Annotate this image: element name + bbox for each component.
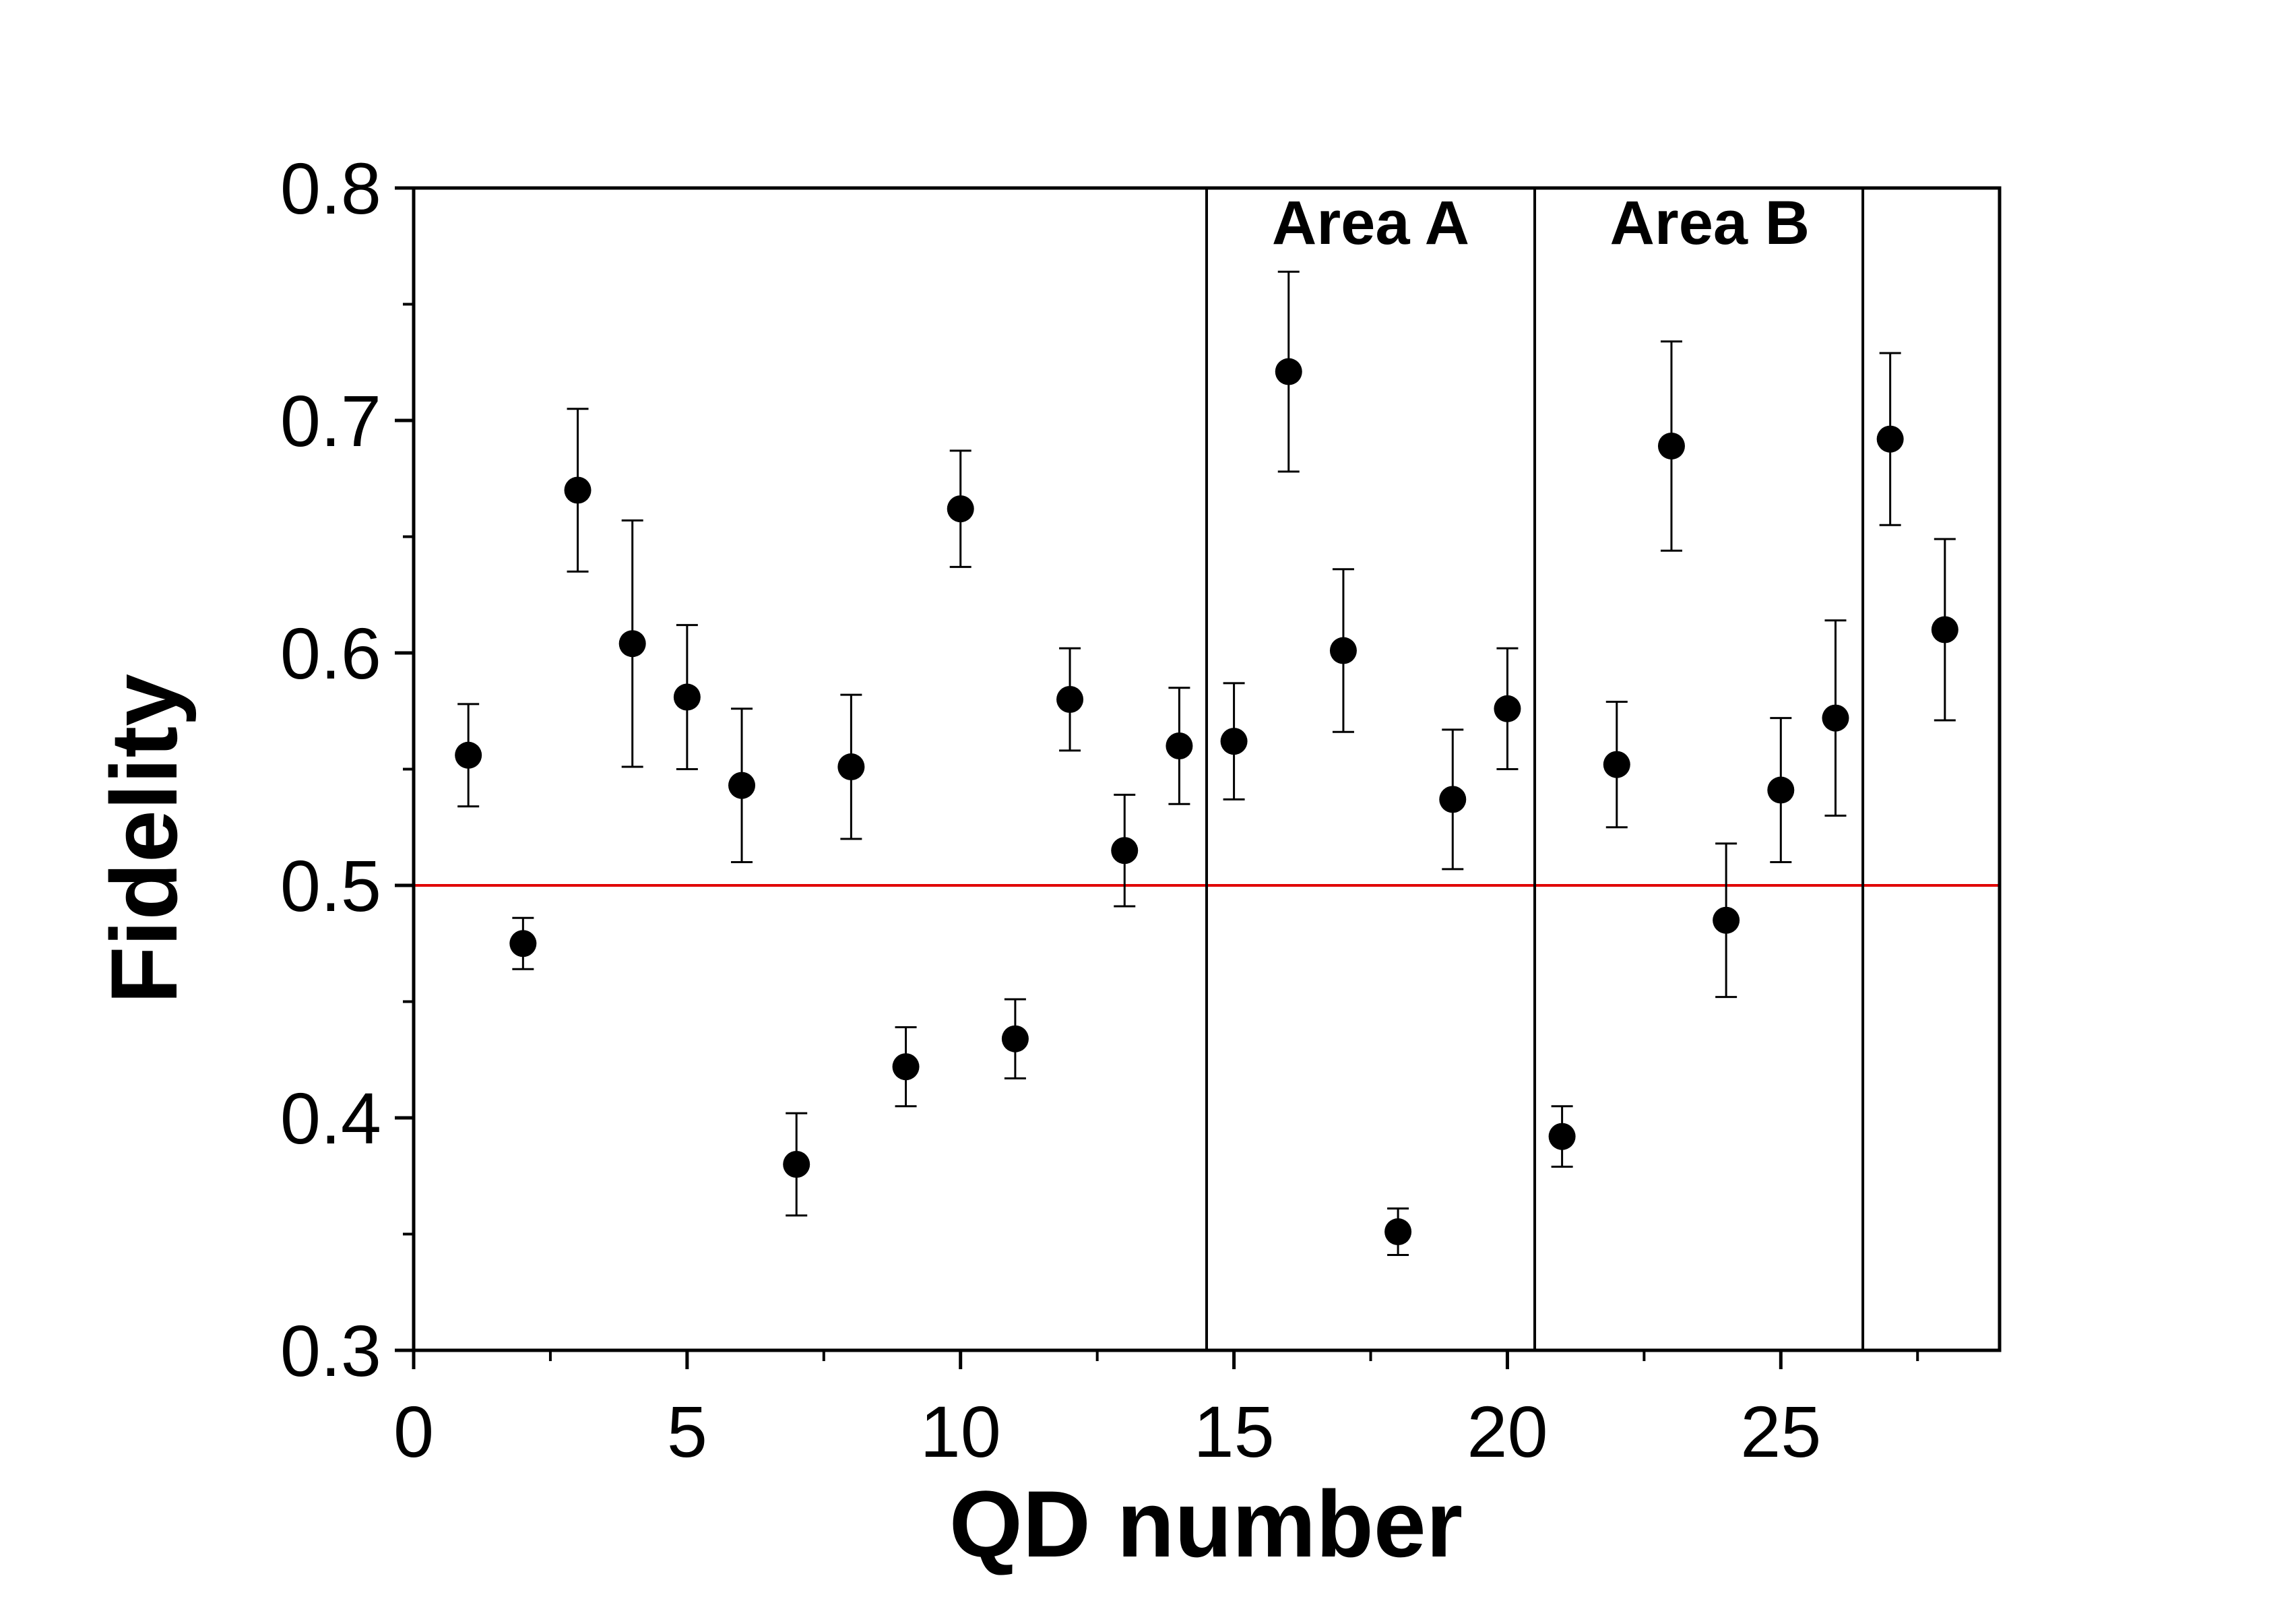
y-axis-title: Fidelity xyxy=(91,674,197,1004)
data-point xyxy=(1220,728,1248,755)
data-point xyxy=(1931,616,1958,643)
area-label: Area B xyxy=(1609,189,1810,257)
data-point xyxy=(509,930,537,957)
data-point xyxy=(947,495,974,523)
area-label: Area A xyxy=(1272,189,1469,257)
data-point xyxy=(1494,695,1521,722)
data-point xyxy=(892,1053,920,1081)
y-tick-label: 0.6 xyxy=(280,612,381,694)
data-point xyxy=(1713,906,1740,934)
y-tick-label: 0.8 xyxy=(280,148,381,229)
data-point xyxy=(618,630,646,658)
x-tick-label: 25 xyxy=(1740,1391,1821,1472)
data-point xyxy=(564,476,592,504)
data-point xyxy=(1384,1218,1412,1246)
y-tick-label: 0.4 xyxy=(280,1077,381,1159)
data-point xyxy=(783,1151,810,1178)
x-axis-title: QD number xyxy=(949,1471,1463,1577)
y-tick-label: 0.7 xyxy=(280,380,381,462)
x-tick-label: 5 xyxy=(667,1391,707,1472)
x-tick-label: 15 xyxy=(1194,1391,1275,1472)
data-point xyxy=(1275,358,1302,385)
data-point xyxy=(728,772,756,799)
data-point xyxy=(1166,732,1193,759)
x-tick-label: 10 xyxy=(920,1391,1001,1472)
data-point xyxy=(1767,776,1795,804)
data-point xyxy=(1439,786,1467,813)
data-point xyxy=(673,683,701,711)
data-point xyxy=(455,741,482,769)
data-point xyxy=(1111,837,1139,865)
data-point xyxy=(1329,637,1357,664)
data-point xyxy=(1056,686,1084,713)
data-point xyxy=(1876,425,1904,453)
data-point xyxy=(837,753,865,781)
data-point xyxy=(1822,704,1849,732)
x-tick-label: 20 xyxy=(1467,1391,1548,1472)
data-point xyxy=(1001,1025,1029,1052)
data-point xyxy=(1603,751,1630,778)
data-point xyxy=(1548,1123,1576,1150)
data-point xyxy=(1657,432,1685,460)
y-tick-label: 0.5 xyxy=(280,845,381,926)
plot-layer: 0 5 10 15 20 25 0.3 0.4 0.5 0.6 0.7 0.8 Area A Area B xyxy=(280,148,2002,1472)
x-tick-label: 0 xyxy=(393,1391,434,1472)
y-tick-label: 0.3 xyxy=(280,1310,381,1391)
